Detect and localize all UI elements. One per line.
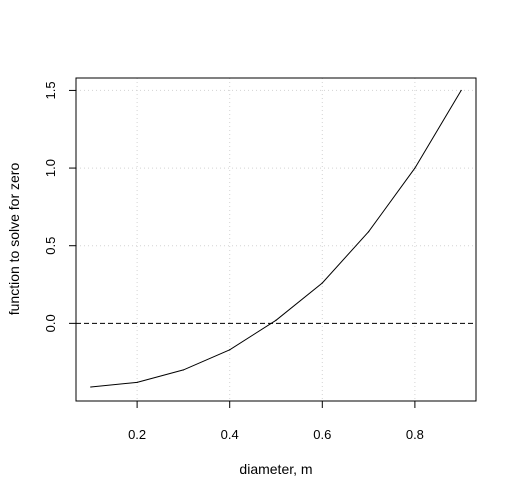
y-tick-label: 0.5 — [43, 237, 58, 255]
x-tick-label: 0.8 — [406, 427, 424, 442]
x-axis-title: diameter, m — [239, 461, 312, 477]
series-line — [90, 90, 462, 388]
data-point — [321, 282, 323, 284]
data-point — [229, 349, 231, 351]
data-point — [182, 369, 185, 371]
x-tick-label: 0.6 — [313, 427, 331, 442]
data-points — [90, 89, 462, 388]
data-point — [90, 386, 92, 388]
y-tick-label: 0.0 — [43, 314, 58, 332]
plot-frame — [75, 77, 477, 402]
y-tick-label: 1.0 — [43, 159, 58, 177]
y-tick-label: 1.5 — [43, 81, 58, 99]
data-point — [414, 167, 416, 169]
x-axis: 0.2 0.4 0.6 0.8 — [128, 401, 424, 442]
grid — [76, 78, 476, 401]
data-point — [275, 319, 277, 321]
data-point — [460, 89, 462, 92]
y-axis-title: function to solve for zero — [6, 163, 22, 316]
data-point — [367, 231, 370, 233]
data-point — [136, 381, 138, 383]
x-tick-label: 0.4 — [221, 427, 239, 442]
x-tick-label: 0.2 — [128, 427, 146, 442]
y-axis: 0.0 0.5 1.0 1.5 — [43, 81, 76, 332]
